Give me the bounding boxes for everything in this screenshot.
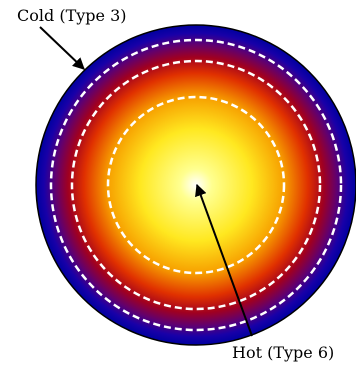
hot-label: Hot (Type 6) — [232, 343, 334, 362]
cold-arrow — [40, 27, 84, 69]
heat-disk — [36, 25, 356, 345]
cold-label: Cold (Type 3) — [17, 6, 127, 25]
diagram: Cold (Type 3) Hot (Type 6) — [0, 0, 356, 366]
